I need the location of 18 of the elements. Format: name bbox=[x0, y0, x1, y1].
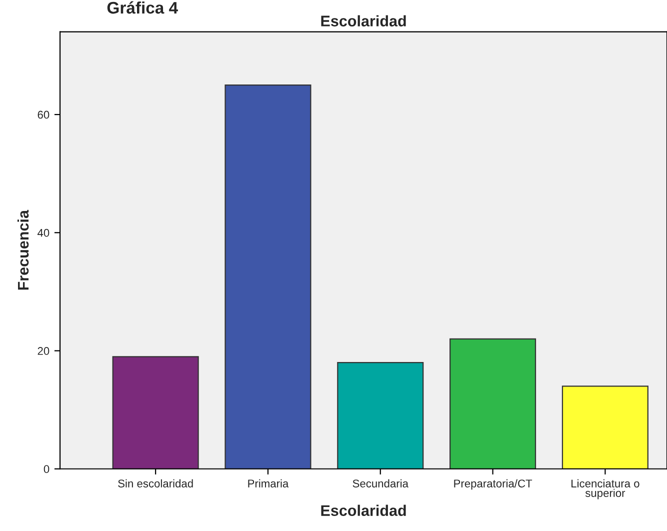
bar bbox=[224, 84, 312, 469]
bar bbox=[562, 386, 648, 469]
x-tick-label: Sin escolaridad bbox=[118, 479, 193, 488]
y-tick-label: 60 bbox=[38, 110, 50, 119]
bar bbox=[450, 338, 536, 469]
bar bbox=[337, 362, 424, 469]
bar bbox=[112, 356, 199, 469]
x-tick-label: Primaria bbox=[248, 479, 289, 488]
x-tick-label: Preparatoria/CT bbox=[454, 479, 532, 490]
chart-title: Escolaridad bbox=[321, 15, 406, 26]
y-tick-label: 40 bbox=[38, 228, 50, 237]
y-axis-title: Frecuencia bbox=[17, 210, 29, 290]
x-axis-title: Escolaridad bbox=[321, 504, 406, 516]
y-tick-label: 0 bbox=[44, 465, 50, 474]
y-tick-label: 20 bbox=[38, 347, 50, 355]
x-tick-label: Secundaria bbox=[352, 479, 408, 488]
text: Gráfica 4 bbox=[107, 1, 178, 14]
x-tick-label: Licenciatura o superior bbox=[572, 479, 640, 500]
